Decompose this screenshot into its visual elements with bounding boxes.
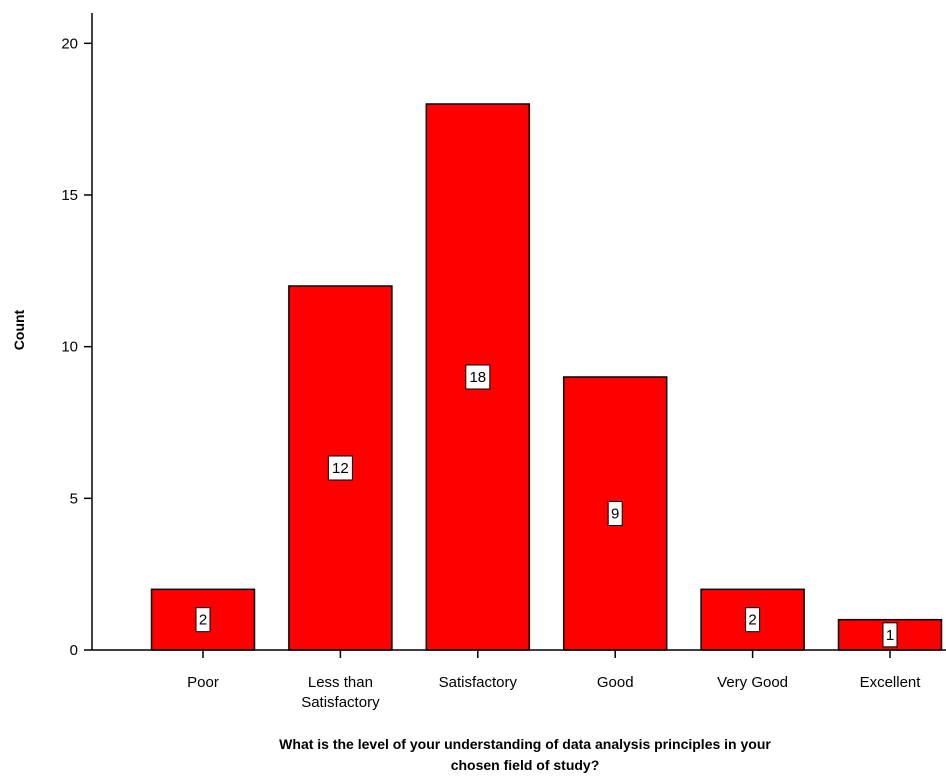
data-label-box xyxy=(882,622,898,648)
data-label: 2 xyxy=(199,612,207,629)
data-label-box xyxy=(607,501,623,526)
x-tick-label: Less than Satisfactory xyxy=(301,674,380,711)
data-label: 18 xyxy=(469,369,486,386)
y-tick-label: 15 xyxy=(61,187,78,204)
data-label-box xyxy=(327,455,353,481)
y-tick-label: 0 xyxy=(70,642,78,659)
x-tick-label: Excellent xyxy=(860,674,922,691)
x-tick-label: Good xyxy=(597,674,634,691)
data-label-box xyxy=(465,364,491,390)
y-axis-ticks: 0 5 10 15 20 xyxy=(61,35,92,659)
y-axis-title: Count xyxy=(11,309,27,350)
data-label-box xyxy=(195,607,211,633)
x-axis-title: What is the level of your understanding … xyxy=(279,736,771,773)
y-tick-label: 10 xyxy=(61,339,78,356)
data-label: 12 xyxy=(332,460,349,477)
x-tick-label: Satisfactory xyxy=(439,674,518,691)
data-label-box xyxy=(745,607,761,633)
data-labels-group: 2 12 18 9 2 1 xyxy=(195,364,898,648)
y-tick-label: 5 xyxy=(70,490,78,507)
data-label: 1 xyxy=(886,627,894,644)
x-tick-label: Poor xyxy=(187,674,219,691)
y-tick-label: 20 xyxy=(61,35,78,52)
x-tick-label: Very Good xyxy=(717,674,788,691)
data-label: 9 xyxy=(611,506,619,523)
data-label: 2 xyxy=(748,612,756,629)
x-axis-ticks: Poor Less than Satisfactory Satisfactory Goo… xyxy=(187,650,921,711)
bars-group xyxy=(150,103,943,651)
